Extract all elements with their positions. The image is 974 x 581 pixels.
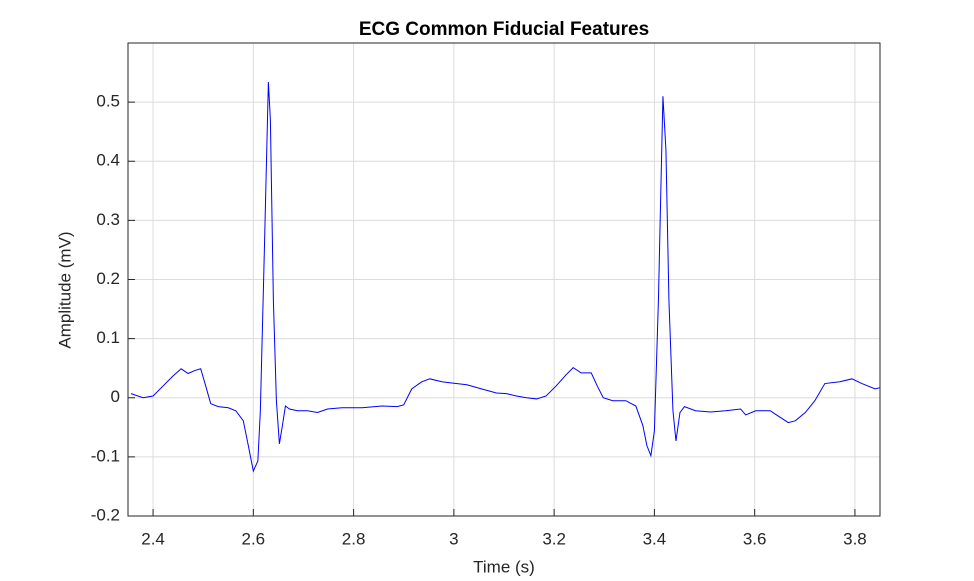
chart-title: ECG Common Fiducial Features <box>359 19 649 40</box>
y-tick-label: 0.1 <box>96 328 120 347</box>
y-tick-label: 0.4 <box>96 151 120 170</box>
y-tick-label: -0.2 <box>91 505 120 524</box>
x-tick-label: 2.4 <box>141 529 165 548</box>
y-axis-label: Amplitude (mV) <box>55 231 74 348</box>
ecg-line <box>130 81 881 473</box>
x-axis-label: Time (s) <box>473 557 535 576</box>
y-tick-label: 0.2 <box>96 269 120 288</box>
x-tick-label: 3.8 <box>843 529 867 548</box>
y-tick-label: 0.3 <box>96 210 120 229</box>
y-tick-label: 0 <box>111 387 120 406</box>
x-tick-label: 3.6 <box>743 529 767 548</box>
x-tick-label: 3.4 <box>643 529 667 548</box>
y-tick-label: 0.5 <box>96 92 120 111</box>
plot-frame <box>127 42 881 517</box>
x-tick-label: 3 <box>449 529 458 548</box>
x-tick-label: 2.6 <box>242 529 266 548</box>
y-tick-label: -0.1 <box>91 446 120 465</box>
x-tick-label: 2.8 <box>342 529 366 548</box>
x-tick-label: 3.2 <box>542 529 566 548</box>
